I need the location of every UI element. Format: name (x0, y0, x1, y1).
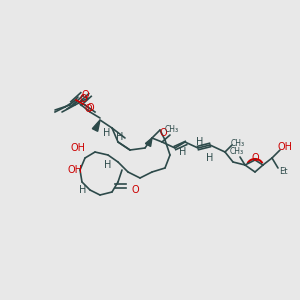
Text: OH: OH (278, 142, 292, 152)
Text: O: O (79, 94, 87, 104)
Text: CH₃: CH₃ (231, 139, 245, 148)
Text: O: O (159, 128, 167, 138)
Text: H: H (196, 137, 204, 147)
Text: CH₃: CH₃ (230, 148, 244, 157)
Polygon shape (92, 120, 100, 131)
Text: O: O (86, 103, 94, 113)
Text: O: O (81, 90, 89, 100)
Text: OH: OH (68, 165, 82, 175)
Text: O: O (131, 185, 139, 195)
Text: H: H (179, 147, 187, 157)
Text: O: O (84, 104, 92, 114)
Text: CH₃: CH₃ (165, 125, 179, 134)
Text: H: H (104, 160, 112, 170)
Text: H: H (206, 153, 214, 163)
Text: H: H (116, 132, 124, 142)
Text: Et: Et (279, 167, 287, 176)
Text: O: O (251, 153, 259, 163)
Text: OH: OH (70, 143, 86, 153)
Text: H: H (103, 128, 111, 138)
Polygon shape (146, 138, 152, 146)
Text: H: H (79, 185, 87, 195)
